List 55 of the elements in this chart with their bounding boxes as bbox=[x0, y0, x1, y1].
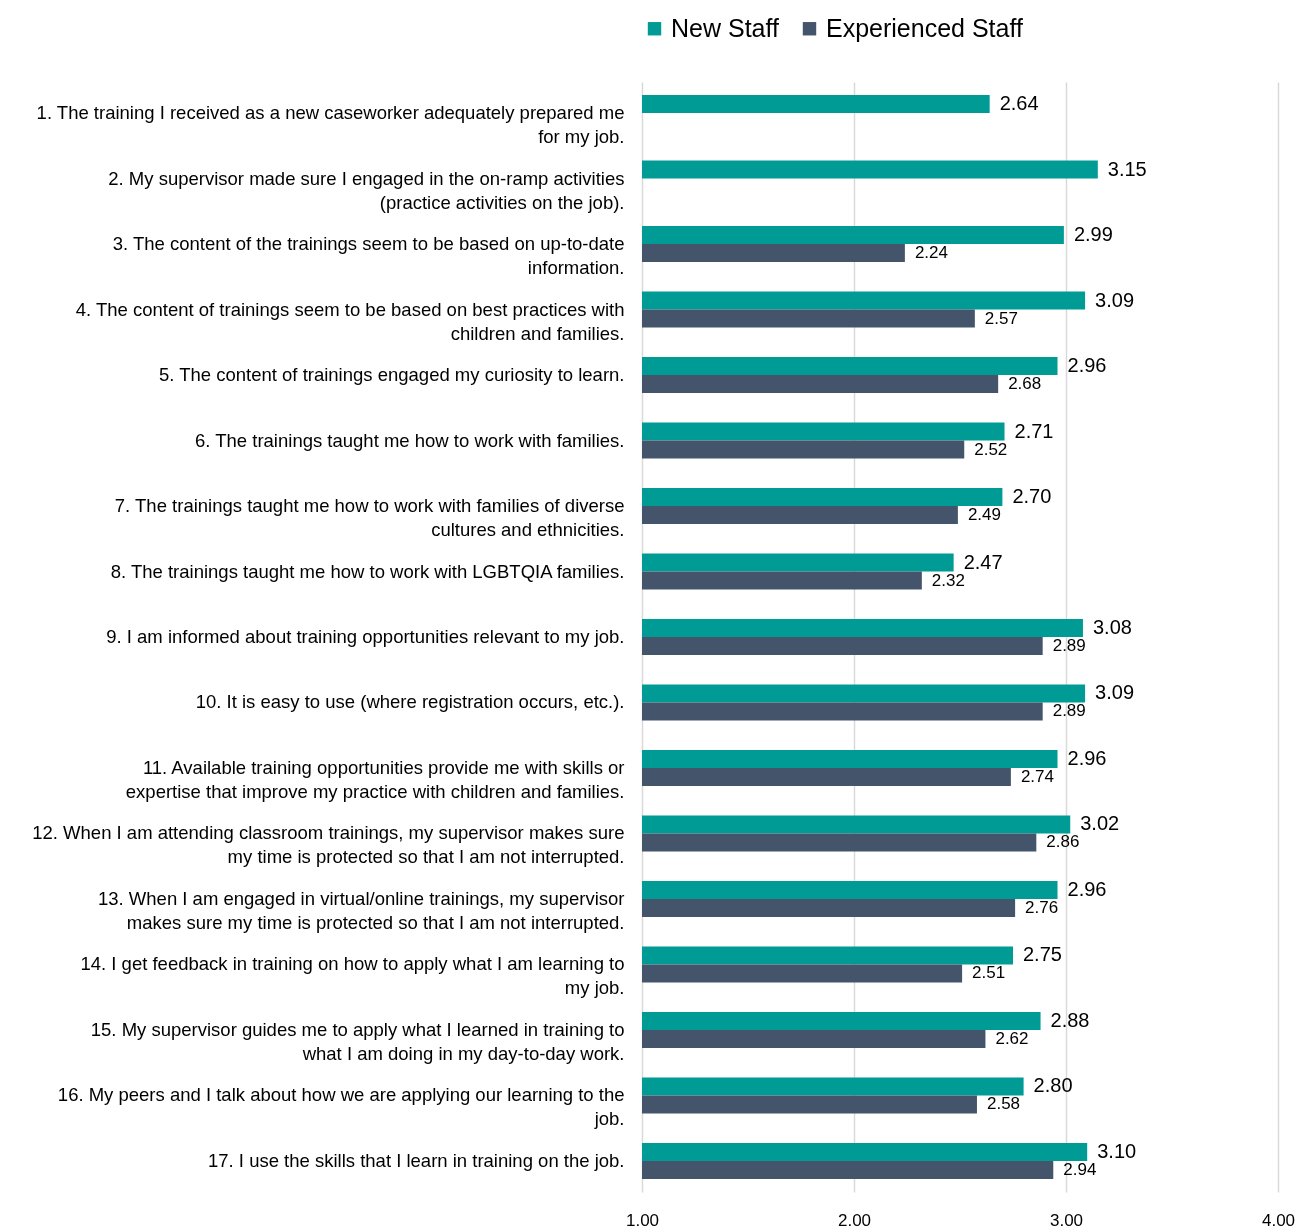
data-label: 3.15 bbox=[1107, 157, 1147, 180]
data-label: 2.64 bbox=[999, 92, 1039, 115]
y-tick-label: 2. My supervisor made sure I engaged in the on-ramp activities (practice activities on the job). bbox=[108, 167, 625, 213]
data-label: 2.71 bbox=[1014, 419, 1054, 442]
y-tick-label: 6. The trainings taught me how to work with families. bbox=[195, 429, 625, 451]
y-tick-label: 11. Available training opportunities provide me with skills or expertise that improve my practice with children and families. bbox=[125, 756, 625, 802]
legend-label: New Staff bbox=[671, 13, 779, 42]
y-tick-label: 16. My peers and I talk about how we are applying our learning to the job. bbox=[57, 1084, 625, 1130]
data-label: 2.88 bbox=[1050, 1008, 1090, 1031]
data-label: 2.52 bbox=[974, 439, 1008, 459]
y-tick-label: 9. I am informed about training opportunities relevant to my job. bbox=[106, 626, 625, 647]
data-label: 2.24 bbox=[914, 243, 948, 263]
data-label: 2.32 bbox=[931, 570, 965, 590]
data-label: 2.57 bbox=[984, 308, 1018, 328]
data-label: 2.58 bbox=[986, 1094, 1021, 1114]
y-tick-label: 5. The content of trainings engaged my curiosity to learn. bbox=[158, 364, 625, 386]
data-label: 3.09 bbox=[1095, 681, 1135, 704]
data-label: 2.47 bbox=[963, 550, 1003, 573]
data-label: 2.49 bbox=[967, 505, 1001, 525]
y-tick-label: 10. It is easy to use (where registration occurs, etc.). bbox=[195, 691, 625, 713]
y-tick-label: 1. The training I received as a new caseworker adequately prepared me for my job. bbox=[36, 102, 625, 148]
x-tick-label: 1.00 bbox=[625, 1210, 660, 1230]
data-label: 2.99 bbox=[1073, 223, 1113, 246]
data-label: 2.62 bbox=[995, 1028, 1029, 1048]
y-tick-label: 15. My supervisor guides me to apply what I learned in training to what I am doing in my day-to-day work. bbox=[90, 1018, 625, 1064]
x-tick-label: 2.00 bbox=[837, 1210, 872, 1230]
data-label: 2.96 bbox=[1067, 354, 1107, 377]
y-tick-label: 3. The content of the trainings seem to be based on up-to-date information. bbox=[112, 233, 625, 279]
data-label: 2.70 bbox=[1012, 485, 1052, 508]
data-label: 3.02 bbox=[1080, 812, 1120, 835]
data-label: 2.68 bbox=[1008, 374, 1042, 394]
data-label: 2.76 bbox=[1025, 897, 1059, 917]
data-label: 2.89 bbox=[1052, 701, 1086, 721]
data-label: 2.96 bbox=[1067, 877, 1107, 900]
data-label: 2.80 bbox=[1033, 1074, 1073, 1097]
data-label: 2.75 bbox=[1023, 943, 1062, 966]
data-label: 2.74 bbox=[1020, 766, 1054, 786]
y-tick-label: 12. When I am attending classroom trainings, my supervisor makes sure my time is protected so that I am not interrupted. bbox=[32, 822, 625, 868]
data-label: 2.86 bbox=[1046, 832, 1080, 852]
data-label: 2.51 bbox=[972, 963, 1006, 983]
y-tick-label: 13. When I am engaged in virtual/online trainings, my supervisor makes sure my time is protected so that I am not interrupted. bbox=[98, 887, 625, 933]
y-tick-label: 8. The trainings taught me how to work with LGBTQIA families. bbox=[110, 560, 625, 582]
data-label: 2.89 bbox=[1052, 636, 1086, 655]
y-tick-label: 7. The trainings taught me how to work with families of diverse cultures and ethnicities. bbox=[114, 495, 625, 541]
x-tick-label: 4.00 bbox=[1261, 1210, 1296, 1230]
data-label: 2.94 bbox=[1063, 1159, 1097, 1179]
y-tick-label: 17. I use the skills that I learn in training on the job. bbox=[208, 1149, 625, 1171]
data-label: 3.10 bbox=[1097, 1139, 1137, 1162]
x-tick-label: 3.00 bbox=[1049, 1210, 1084, 1230]
data-label: 2.96 bbox=[1067, 746, 1107, 769]
y-tick-label: 4. The content of trainings seem to be based on best practices with children and families. bbox=[75, 298, 625, 344]
y-tick-label: 14. I get feedback in training on how to apply what I am learning to my job. bbox=[80, 953, 625, 999]
legend-label: Experienced Staff bbox=[826, 13, 1023, 42]
data-label: 3.09 bbox=[1095, 288, 1135, 311]
data-label: 3.08 bbox=[1092, 616, 1132, 638]
